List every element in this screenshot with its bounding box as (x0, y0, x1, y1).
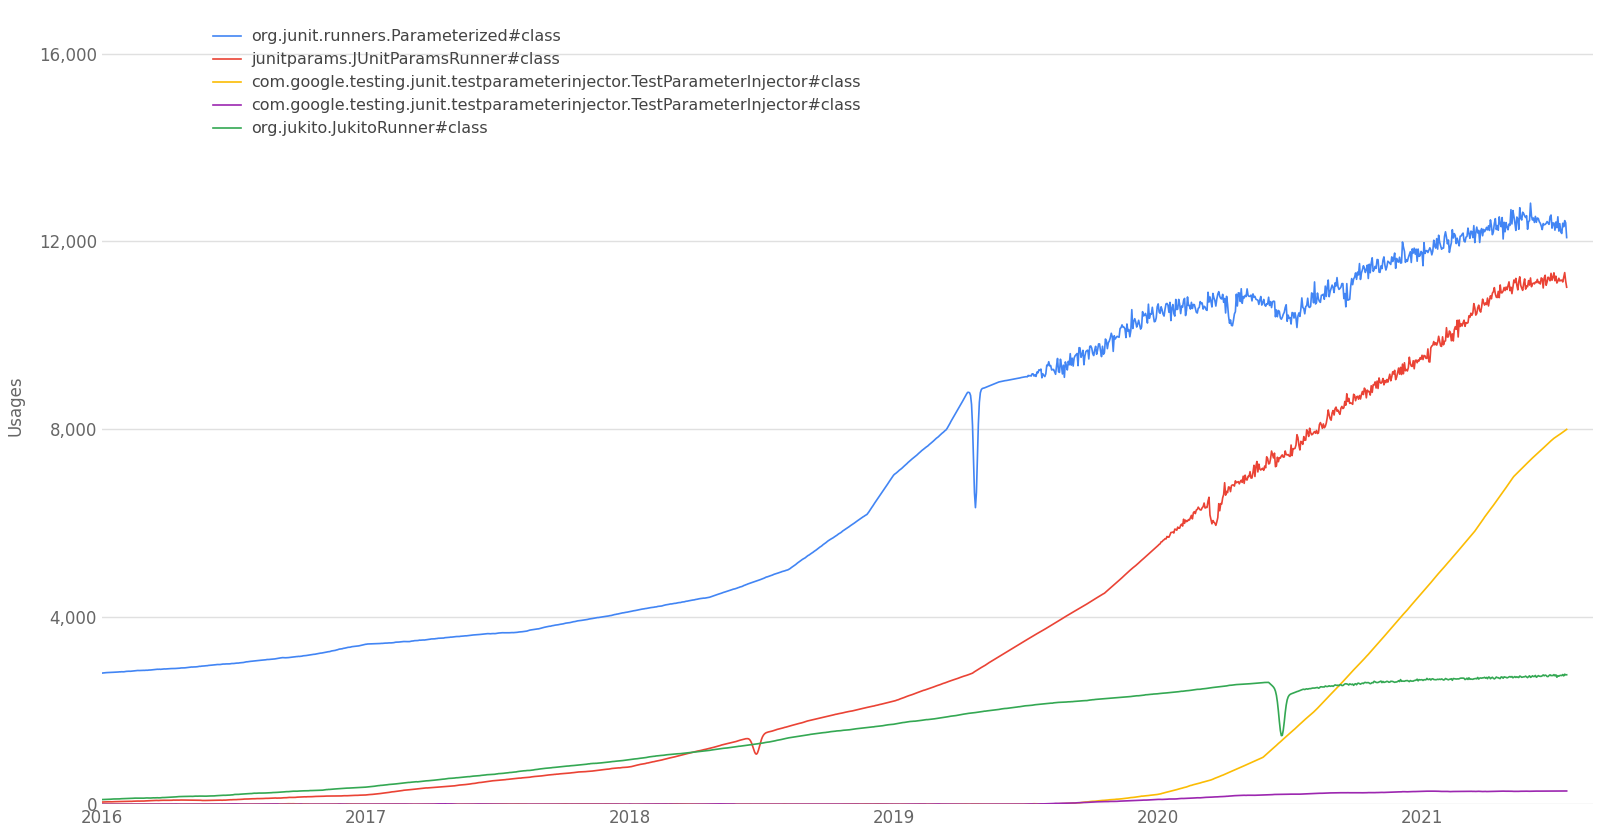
org.jukito.JukitoRunner#class (744, 740, 763, 750)
com.google.testing.junit.testparameterinjector.TestParameterInjector#class (926, 799, 946, 809)
junitparams.JUnitParamsRunner#class (205, 796, 224, 806)
junitparams.JUnitParamsRunner#class (744, 744, 763, 754)
org.junit.runners.Parameterized#class (205, 660, 224, 670)
Y-axis label: Usages: Usages (6, 375, 26, 436)
com.google.testing.junit.testparameterinjector.TestParameterInjector#class (714, 799, 733, 809)
org.junit.runners.Parameterized#class (744, 577, 763, 587)
org.junit.runners.Parameterized#class (1522, 198, 1541, 208)
com.google.testing.junit.testparameterinjector.TestParameterInjector#class (1557, 425, 1576, 435)
org.jukito.JukitoRunner#class (926, 714, 946, 724)
org.junit.runners.Parameterized#class (926, 435, 946, 445)
Line: junitparams.JUnitParamsRunner#class: junitparams.JUnitParamsRunner#class (102, 273, 1566, 802)
org.jukito.JukitoRunner#class (1557, 670, 1576, 680)
com.google.testing.junit.testparameterinjector.TestParameterInjector#class (266, 799, 285, 809)
org.jukito.JukitoRunner#class (771, 735, 790, 745)
org.junit.runners.Parameterized#class (771, 567, 790, 577)
com.google.testing.junit.testparameterinjector.TestParameterInjector#class (93, 799, 112, 809)
org.jukito.JukitoRunner#class (93, 795, 112, 805)
org.junit.runners.Parameterized#class (714, 587, 733, 597)
junitparams.JUnitParamsRunner#class (771, 724, 790, 734)
org.jukito.JukitoRunner#class (266, 787, 285, 797)
org.jukito.JukitoRunner#class (714, 743, 733, 753)
com.google.testing.junit.testparameterinjector.TestParameterInjector#class (205, 799, 224, 809)
com.google.testing.junit.testparameterinjector.TestParameterInjector#class (266, 799, 285, 809)
com.google.testing.junit.testparameterinjector.TestParameterInjector#class (93, 799, 112, 809)
org.junit.runners.Parameterized#class (1557, 233, 1576, 243)
com.google.testing.junit.testparameterinjector.TestParameterInjector#class (771, 799, 790, 809)
org.junit.runners.Parameterized#class (93, 668, 112, 678)
org.jukito.JukitoRunner#class (1555, 669, 1574, 679)
Legend: org.junit.runners.Parameterized#class, junitparams.JUnitParamsRunner#class, com.: org.junit.runners.Parameterized#class, j… (206, 23, 867, 143)
com.google.testing.junit.testparameterinjector.TestParameterInjector#class (744, 799, 763, 809)
junitparams.JUnitParamsRunner#class (1555, 268, 1574, 278)
junitparams.JUnitParamsRunner#class (714, 740, 733, 750)
com.google.testing.junit.testparameterinjector.TestParameterInjector#class (1555, 786, 1574, 796)
junitparams.JUnitParamsRunner#class (93, 797, 112, 807)
org.jukito.JukitoRunner#class (205, 791, 224, 801)
com.google.testing.junit.testparameterinjector.TestParameterInjector#class (771, 799, 790, 809)
org.junit.runners.Parameterized#class (266, 654, 285, 664)
junitparams.JUnitParamsRunner#class (926, 681, 946, 691)
Line: com.google.testing.junit.testparameterinjector.TestParameterInjector#class: com.google.testing.junit.testparameterin… (102, 430, 1566, 804)
com.google.testing.junit.testparameterinjector.TestParameterInjector#class (1557, 786, 1576, 796)
com.google.testing.junit.testparameterinjector.TestParameterInjector#class (926, 799, 946, 809)
junitparams.JUnitParamsRunner#class (266, 793, 285, 803)
junitparams.JUnitParamsRunner#class (1557, 282, 1576, 292)
com.google.testing.junit.testparameterinjector.TestParameterInjector#class (744, 799, 763, 809)
Line: com.google.testing.junit.testparameterinjector.TestParameterInjector#class: com.google.testing.junit.testparameterin… (102, 791, 1566, 804)
com.google.testing.junit.testparameterinjector.TestParameterInjector#class (714, 799, 733, 809)
Line: org.jukito.JukitoRunner#class: org.jukito.JukitoRunner#class (102, 674, 1566, 800)
Line: org.junit.runners.Parameterized#class: org.junit.runners.Parameterized#class (102, 203, 1566, 673)
com.google.testing.junit.testparameterinjector.TestParameterInjector#class (205, 799, 224, 809)
